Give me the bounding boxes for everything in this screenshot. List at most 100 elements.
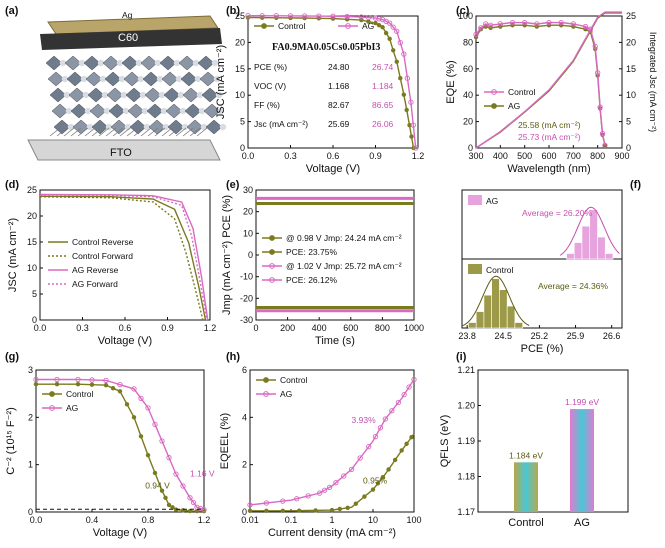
panel-b-point-ag xyxy=(408,99,414,105)
panel-h-point xyxy=(366,444,372,450)
panel-b-xtick-label: 0.9 xyxy=(369,151,382,161)
panel-g-point xyxy=(54,382,60,387)
panel-b-row-control: 24.80 xyxy=(328,62,350,72)
panel-b-row-name: Jsc (mA cm⁻²) xyxy=(254,119,308,129)
panel-h-point xyxy=(263,500,270,506)
panel-h-xtick-label: 0.01 xyxy=(241,515,259,525)
panel-b-point-control xyxy=(366,19,371,24)
panel-c-ann-ag: 25.73 (mA cm⁻²) xyxy=(518,132,581,142)
panel-e-ylabel: Jmp (mA cm⁻²) PCE (%) xyxy=(221,195,233,315)
panel-c-ytick-label: 0 xyxy=(468,143,473,153)
panel-h-point xyxy=(375,481,381,486)
octahedron xyxy=(199,71,217,87)
octahedron xyxy=(89,103,107,119)
a-site-cation xyxy=(179,107,187,115)
fto-layer-label: FTO xyxy=(110,147,132,159)
panel-b-point-ag xyxy=(387,20,393,26)
panel-i-ytick-label: 1.21 xyxy=(457,365,475,375)
octahedron xyxy=(87,87,105,103)
panel-h-point xyxy=(345,505,350,511)
panel-g-series-1 xyxy=(36,378,205,511)
molecule-strand xyxy=(133,127,145,137)
panel-b-tag: (b) xyxy=(226,5,240,17)
panel-c-xtick-label: 400 xyxy=(493,151,508,161)
panel-b-ytick-label: 5 xyxy=(240,117,245,127)
panel-h-point xyxy=(329,507,335,513)
panel-f-frame xyxy=(461,258,623,329)
panel-b-ytick-label: 15 xyxy=(235,64,245,74)
panel-b-row-name: VOC (V) xyxy=(254,81,286,91)
molecule-strand xyxy=(175,127,187,137)
molecule-strand xyxy=(161,127,173,137)
panel-h-point xyxy=(264,508,269,514)
a-site-cation xyxy=(78,59,86,67)
panel-h-ann-ag: 3.93% xyxy=(352,415,377,425)
panel-b-row-control: 1.168 xyxy=(328,81,350,91)
panel-d-series-3 xyxy=(39,194,208,321)
panel-b-point-ag xyxy=(401,51,407,57)
a-site-cation xyxy=(215,91,223,99)
panel-b-ytick-label: 20 xyxy=(235,37,245,47)
panel-d-ytick-label: 20 xyxy=(27,211,37,221)
panel-h-point xyxy=(294,496,300,502)
a-site-cation xyxy=(219,123,227,131)
panel-h-point xyxy=(370,487,376,492)
a-site-cation xyxy=(97,59,105,67)
octahedron xyxy=(123,71,141,87)
panel-d-legend-1-label: Control Forward xyxy=(72,251,133,261)
panel-g-series-0 xyxy=(36,383,204,512)
panel-g-point xyxy=(190,499,197,506)
panel-b-row-ag: 26.74 xyxy=(372,62,394,72)
octahedron xyxy=(125,87,143,103)
panel-d-series-2 xyxy=(39,193,209,321)
panel-i-tag: (i) xyxy=(456,351,467,363)
panel-f-xtick-label: 26.6 xyxy=(603,331,621,341)
molecule-strand xyxy=(84,127,96,137)
panel-c-point xyxy=(597,104,603,110)
octahedron xyxy=(180,71,198,87)
panel-h-ylabel: EQEEL (%) xyxy=(219,413,231,469)
a-site-cation xyxy=(105,123,113,131)
panel-b-row-control: 82.67 xyxy=(328,100,350,110)
molecule-strand xyxy=(182,127,194,137)
panel-g-tag: (g) xyxy=(5,351,19,363)
panel-f-bar-control xyxy=(514,322,523,329)
panel-g-point xyxy=(163,495,168,500)
octahedron xyxy=(83,55,101,71)
panel-h-point xyxy=(341,473,347,479)
panel-b-point-control xyxy=(407,122,412,128)
panel-b-row-ag: 1.184 xyxy=(372,81,394,91)
panel-g-point xyxy=(159,488,165,493)
a-site-cation xyxy=(156,75,164,83)
panel-f-average: Average = 26.20% xyxy=(522,208,592,218)
panel-f-xtick-label: 24.5 xyxy=(495,331,513,341)
octahedron xyxy=(127,103,145,119)
panel-g-point xyxy=(159,438,165,444)
panel-g-point xyxy=(75,382,81,387)
panel-c-ytick-label: 15 xyxy=(626,64,636,74)
panel-e-ytick-label: -20 xyxy=(240,293,253,303)
panel-h-legend-control-marker xyxy=(263,377,269,383)
panel-b-legend-ag-label: AG xyxy=(362,21,374,31)
a-site-cation xyxy=(61,75,69,83)
panel-b-point-control xyxy=(398,75,403,81)
panel-b-point-control xyxy=(376,22,382,28)
panel-i-value-label: 1.199 eV xyxy=(565,397,599,407)
molecule-strand xyxy=(70,127,82,137)
panel-g-xtick-label: 0.0 xyxy=(30,515,43,525)
panel-g-ann-ag: 1.16 V xyxy=(190,469,215,479)
panel-f-fit-control xyxy=(461,275,530,327)
panel-h-point xyxy=(399,448,404,453)
panel-c-tag: (c) xyxy=(456,5,470,17)
panel-c-point xyxy=(522,19,528,26)
a-site-cation xyxy=(84,107,92,115)
panel-b-point-ag xyxy=(245,13,251,19)
panel-b-point-ag xyxy=(390,24,396,30)
a-site-cation xyxy=(137,75,145,83)
panel-d-xtick-label: 0.3 xyxy=(76,323,89,333)
a-site-cation xyxy=(120,91,128,99)
panel-a-schematic: (a) Ag C60 FTO xyxy=(5,5,227,161)
panel-d-legend-2-label: AG Reverse xyxy=(72,265,119,275)
a-site-cation xyxy=(213,75,221,83)
panel-i-category: Control xyxy=(508,517,543,529)
